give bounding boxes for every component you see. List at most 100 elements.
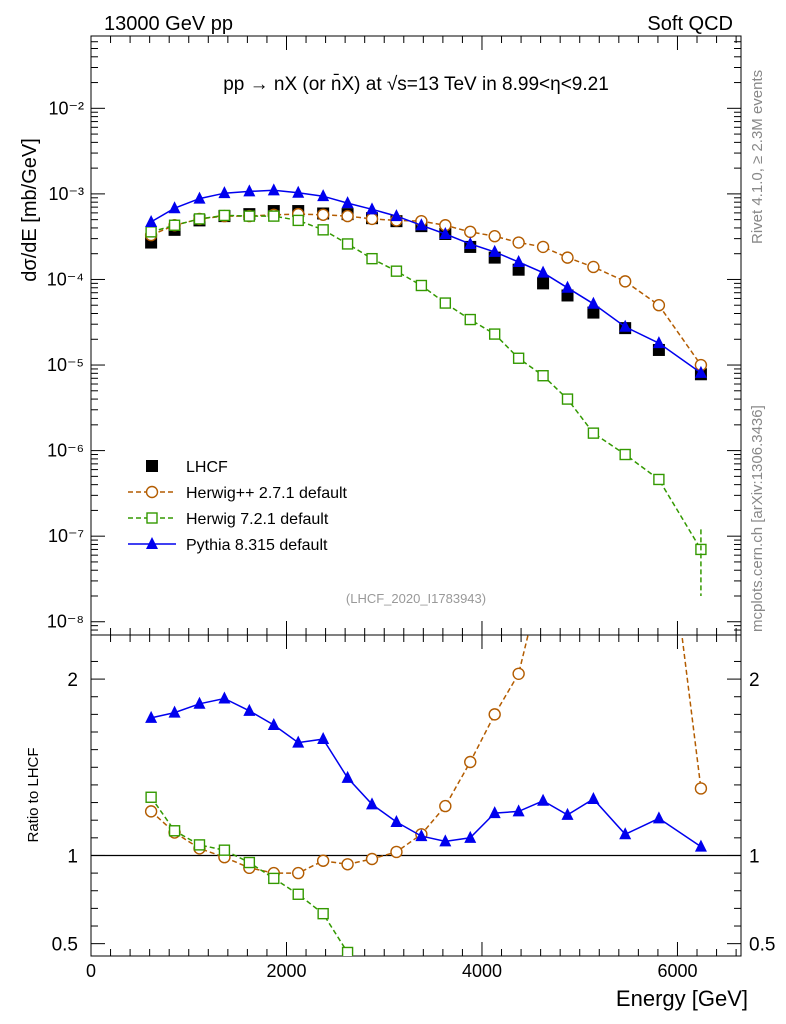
y-tick-label: 10⁻⁴ — [47, 269, 84, 289]
series-2-point — [439, 297, 452, 309]
series-0-point — [488, 251, 501, 264]
series-2-point — [168, 219, 181, 231]
ratio-series-2-point — [243, 856, 256, 869]
series-3-point — [587, 296, 600, 309]
series-2-point — [341, 238, 354, 250]
ratio-series-2-point — [218, 844, 231, 856]
ratio-series-3-point — [619, 827, 632, 840]
y-tick-label: 10⁻³ — [48, 184, 84, 204]
series-2-point — [218, 209, 231, 222]
ratio-y-tick-label: 2 — [749, 670, 760, 691]
header-category-label: Soft QCD — [647, 13, 733, 35]
ratio-series-3-point — [145, 710, 158, 723]
legend-label: Pythia 8.315 default — [186, 537, 328, 554]
ratio-series-1-point — [341, 858, 354, 871]
series-2-point — [243, 210, 256, 222]
ratio-series-3-point — [561, 807, 574, 820]
x-tick-label: 4000 — [462, 961, 502, 981]
series-1-point — [536, 240, 550, 254]
ratio-series-2-point — [168, 825, 181, 837]
x-tick-label: 6000 — [657, 961, 697, 981]
legend-label: LHCF — [186, 459, 228, 476]
ratio-series-1-point — [439, 799, 452, 813]
series-3-point — [267, 183, 280, 196]
series-2-point — [561, 393, 574, 405]
series-3-point — [218, 186, 231, 199]
legend-marker — [146, 460, 158, 472]
series-3-point — [439, 226, 452, 239]
legend: LHCF Herwig++ 2.7.1 default Herwig 7.2.1 d… — [128, 459, 348, 554]
ratio-series-1-point — [292, 866, 305, 880]
ratio-series-1-line — [150, 635, 702, 874]
ratio-series-2-point — [193, 839, 206, 851]
ratio-series-2-point — [341, 946, 354, 956]
series-2-point — [390, 265, 403, 277]
series-3-point — [512, 254, 525, 267]
series-3-point — [619, 319, 632, 332]
ratio-series-2-line — [150, 796, 354, 956]
series-3-point — [341, 196, 354, 209]
x-axis-label: Energy [GeV] — [616, 986, 748, 1011]
ratio-series-1-point — [464, 755, 477, 769]
series-2-point — [619, 448, 631, 461]
series-3-point — [561, 280, 574, 293]
ratio-series-3-point — [292, 735, 305, 748]
series-2-point — [464, 313, 476, 326]
chart-title: pp → nX (or n̄X) at √s=13 TeV in 8.99<η<… — [223, 74, 609, 95]
ratio-series-1-point — [144, 805, 158, 818]
series-1-point — [316, 208, 330, 221]
series-2-point — [415, 279, 428, 292]
series-2-point — [145, 226, 157, 238]
ratio-y-tick-label: 1 — [67, 846, 78, 867]
analysis-tag: (LHCF_2020_I1783943) — [346, 591, 486, 606]
series-3-point — [537, 265, 550, 278]
y-tick-label: 10⁻⁵ — [47, 355, 84, 375]
ratio-series-3-point — [512, 804, 525, 817]
series-3-point — [145, 214, 158, 227]
ratio-series-3-point — [587, 792, 600, 805]
ratio-series-1-point — [694, 782, 708, 795]
series-3-point — [652, 336, 665, 349]
ratio-series-3-point — [267, 717, 280, 730]
ratio-plot-frame — [90, 634, 742, 957]
ratio-series-3-point — [218, 691, 231, 704]
series-group — [144, 183, 708, 596]
series-1-point — [587, 260, 600, 274]
ratio-series-1-point — [316, 854, 330, 867]
ratio-y-tick-label: 0.5 — [52, 935, 78, 956]
header-energy-label: 13000 GeV pp — [104, 13, 233, 35]
ratio-series-3-point — [439, 834, 452, 847]
ratio-series-3-point — [341, 770, 354, 783]
ratio-series-group — [144, 635, 708, 956]
rivet-version-label: Rivet 4.1.0, ≥ 2.3M events — [749, 70, 766, 244]
series-1-point — [341, 209, 354, 223]
series-3-point — [317, 189, 330, 202]
ratio-series-3-point — [694, 839, 707, 852]
ratio-series-3-point — [537, 793, 550, 806]
ratio-series-3-point — [193, 696, 206, 709]
ratio-series-3-point — [652, 811, 665, 824]
series-3-point — [415, 218, 428, 231]
series-1-point — [488, 230, 501, 243]
x-tick-label: 2000 — [266, 961, 306, 981]
ratio-y-axis-label: Ratio to LHCF — [25, 747, 42, 842]
axes-group: 0 2000 4000 6000 10⁻⁸ 10⁻⁷ 10⁻⁶ 10⁻⁵ 10⁻⁴ 10⁻³ 10⁻… — [47, 35, 775, 981]
series-3-line — [150, 189, 702, 374]
legend-marker — [146, 512, 158, 524]
y-tick-label: 10⁻² — [48, 98, 84, 118]
legend-label: Herwig 7.2.1 default — [186, 511, 329, 528]
series-2-point — [653, 473, 665, 486]
series-2-point — [292, 214, 304, 227]
series-3-point — [488, 244, 501, 257]
ratio-series-2-point — [145, 791, 157, 803]
series-1-line — [150, 213, 702, 366]
ratio-series-3-point — [488, 806, 501, 819]
ratio-y-tick-label: 1 — [749, 846, 760, 867]
series-1-point — [652, 299, 666, 312]
series-2-point — [512, 352, 525, 364]
series-3-point — [193, 191, 206, 204]
ratio-series-1-point — [365, 852, 379, 866]
ratio-series-3-point — [390, 814, 403, 827]
series-0-point — [537, 277, 550, 290]
